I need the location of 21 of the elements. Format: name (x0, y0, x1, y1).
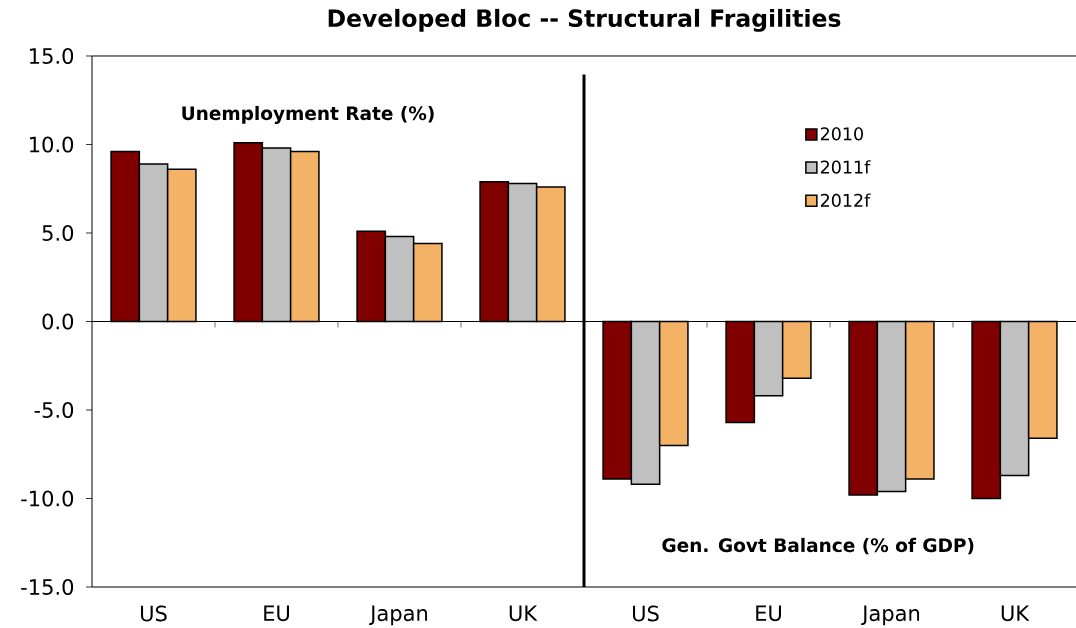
legend-label: 2011f (820, 160, 871, 174)
y-tick-label: 15.0 (30, 48, 74, 64)
x-tick-label: UK (1001, 605, 1030, 622)
x-tick-label: Japan (369, 605, 428, 626)
y-tick-label: 5.0 (42, 225, 74, 241)
y-tick-label: 0.0 (42, 313, 74, 330)
y-tick-label: -10.0 (21, 490, 74, 507)
y-tick-label: -5.0 (34, 402, 74, 418)
y-tick-label: 10.0 (30, 136, 74, 153)
y-tick-label: -15.0 (21, 579, 74, 595)
x-tick-label: EU (264, 605, 289, 622)
x-tick-label: UK (509, 605, 538, 622)
legend-label: 2012f (820, 193, 871, 208)
x-tick-label: Japan (861, 605, 920, 626)
x-tick-label: US (140, 605, 167, 622)
annotation: Unemployment Rate (%) (182, 105, 434, 124)
annotation: Gen. Govt Balance (% of GDP) (662, 537, 974, 555)
legend-label: 2010 (820, 127, 863, 141)
chart-title: Developed Bloc -- Structural Fragilities (328, 8, 841, 32)
x-tick-label: EU (756, 605, 782, 622)
x-tick-label: US (632, 605, 659, 622)
